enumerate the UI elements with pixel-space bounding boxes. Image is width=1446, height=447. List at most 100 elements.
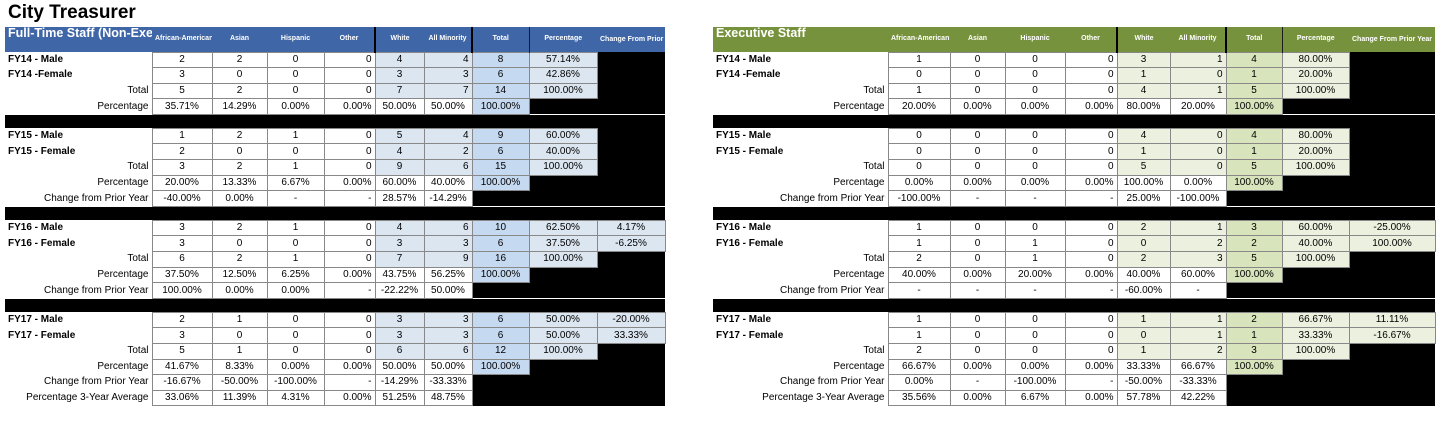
- table-cell: 3: [151, 67, 213, 84]
- table-cell: 0: [323, 51, 376, 69]
- table-cell: 48.75%: [423, 389, 473, 407]
- table-cell: 100.00%: [528, 82, 598, 100]
- table-cell: 0: [323, 327, 376, 344]
- table-cell: 1: [1116, 311, 1171, 329]
- column-header: Change From Prior Year: [1349, 27, 1435, 52]
- table-cell: 6: [423, 219, 473, 237]
- table-cell: 0: [1064, 311, 1118, 329]
- table-cell: 3: [374, 327, 425, 344]
- table-cell: 80.00%: [1281, 127, 1350, 145]
- table-cell: 6.67%: [266, 174, 325, 192]
- table-cell: 66.67%: [887, 358, 951, 376]
- table-cell: 0.00%: [949, 389, 1006, 407]
- table-row: Percentage 66.67% 0.00% 0.00% 0.00% 33.33% 66.…: [713, 358, 1435, 376]
- table-cell: 2: [423, 143, 473, 161]
- table-cell: 100.00%: [1281, 343, 1350, 360]
- table-cell: 0.00%: [323, 98, 376, 115]
- table-cell: 12: [471, 343, 530, 360]
- table-row: Total 6 2 1 0 7 9 16 100.00%: [5, 251, 665, 268]
- table-row: Percentage 37.50% 12.50% 6.25% 0.00% 43.75% 56…: [5, 266, 665, 284]
- table-row: Total 5 2 0 0 7 7 14 100.00%: [5, 82, 665, 100]
- table-cell: 6: [374, 343, 425, 360]
- table-cell: 100.00%: [471, 358, 530, 376]
- table-cell: 0: [1169, 159, 1227, 176]
- table-cell: -16.67%: [151, 374, 213, 391]
- row-label: Percentage: [833, 268, 885, 280]
- table-cell: 0: [949, 82, 1006, 100]
- table-cell: -: [887, 282, 951, 299]
- table-cell: 1: [1169, 51, 1227, 69]
- table-cell: 0.00%: [949, 174, 1006, 192]
- row-label: Percentage 3-Year Average: [26, 392, 149, 404]
- table-cell: 1: [1225, 143, 1283, 161]
- table-cell: 3: [1169, 251, 1227, 268]
- table-cell: 4: [374, 143, 425, 161]
- table-cell: 1: [887, 327, 951, 344]
- table-cell: [529, 390, 597, 406]
- table-cell: 0: [1064, 82, 1118, 100]
- table-cell: 3: [1225, 343, 1283, 360]
- table-cell: 1: [887, 235, 951, 253]
- row-label: FY17 - Female: [716, 329, 784, 341]
- header-row: Full-Time Staff (Non-Exec.) African-Ameri…: [5, 27, 665, 52]
- table-cell: [1349, 374, 1435, 391]
- table-cell: -25.00%: [1348, 219, 1436, 237]
- table-cell: 0: [1064, 251, 1118, 268]
- table-cell: [472, 390, 529, 406]
- table-cell: -: [266, 190, 325, 207]
- table-cell: 1: [211, 311, 268, 329]
- table-cell: 0: [1169, 127, 1227, 145]
- table-row: FY14 - Male 2 2 0 0 4 4 8 57.14%: [5, 51, 665, 69]
- separator-row: [713, 298, 1435, 313]
- table-cell: 3: [151, 159, 213, 176]
- table-cell: [597, 83, 665, 99]
- table-cell: 0.00%: [266, 282, 325, 299]
- table-row: FY17 - Female 3 0 0 0 3 3 6 50.00% 33.33%: [5, 327, 666, 344]
- table-cell: 9: [471, 127, 530, 145]
- row-label: FY14 - Male: [716, 53, 772, 65]
- table-cell: 0: [949, 127, 1006, 145]
- table-cell: 0.00%: [949, 358, 1006, 376]
- table-cell: [597, 359, 665, 375]
- table-cell: 40.00%: [528, 143, 598, 161]
- table-cell: -: [1064, 374, 1118, 391]
- row-label: FY17 - Male: [8, 314, 64, 326]
- table-cell: 0.00%: [211, 282, 268, 299]
- table-row: Total 2 0 0 0 1 2 3 100.00%: [713, 343, 1435, 360]
- table-row: FY15 - Male 1 2 1 0 5 4 9 60.00%: [5, 127, 665, 145]
- table-cell: -40.00%: [151, 190, 213, 207]
- table-cell: 0: [266, 82, 325, 100]
- table-row: FY16 - Male 3 2 1 0 4 6 10 62.50% 4.17%: [5, 219, 666, 237]
- table-cell: 0: [323, 235, 376, 253]
- table-cell: 0: [949, 251, 1006, 268]
- table-cell: [472, 374, 529, 391]
- table-cell: 16: [471, 251, 530, 268]
- table-cell: 0: [211, 327, 268, 344]
- table-cell: 20.00%: [887, 98, 951, 115]
- table-cell: 0.00%: [211, 190, 268, 207]
- row-label: Change from Prior Year: [43, 284, 149, 296]
- table-cell: 0: [1116, 327, 1171, 344]
- column-header: Change From Prior Year: [597, 27, 665, 52]
- row-label: FY15 - Male: [8, 130, 64, 142]
- table-cell: 5: [374, 127, 425, 145]
- table-cell: 9: [374, 159, 425, 176]
- table-cell: 2: [211, 219, 268, 237]
- table-cell: 57.78%: [1116, 389, 1171, 407]
- table-cell: 6: [471, 311, 530, 329]
- table-cell: 35.56%: [887, 389, 951, 407]
- column-header: Total: [1225, 27, 1282, 52]
- column-header: Total: [471, 27, 529, 52]
- table-cell: 1: [151, 127, 213, 145]
- table-cell: 0: [949, 219, 1006, 237]
- table-cell: -20.00%: [596, 311, 666, 329]
- table-cell: 0: [323, 127, 376, 145]
- table-cell: 2: [1225, 311, 1283, 329]
- table-cell: 0: [949, 51, 1006, 69]
- table-cell: 35.71%: [151, 98, 213, 115]
- table-cell: 0: [1004, 143, 1066, 161]
- table-cell: -50.00%: [1116, 374, 1171, 391]
- table-cell: 25.00%: [1116, 190, 1171, 207]
- table-cell: 0: [1004, 82, 1066, 100]
- table-cell: 33.06%: [151, 389, 213, 407]
